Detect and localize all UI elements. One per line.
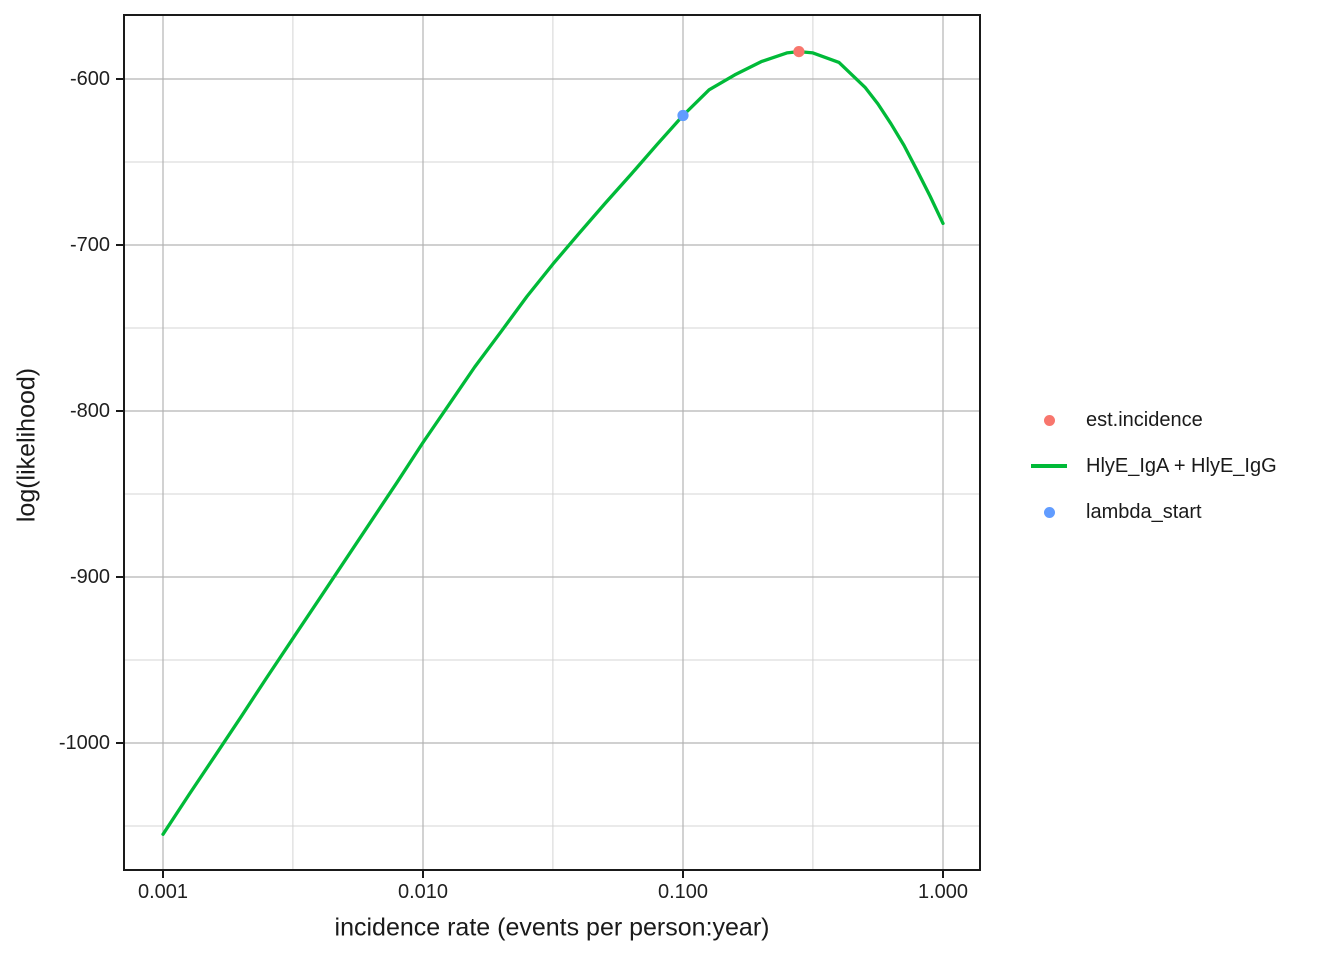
legend: est.incidence HlyE_IgA + HlyE_IgG lambda_s… [1028,397,1277,535]
x-tick-mark [162,871,164,878]
y-tick-mark [116,244,123,246]
y-tick-mark [116,742,123,744]
legend-dot-swatch [1043,506,1055,518]
x-axis-title: incidence rate (events per person:year) [334,913,770,942]
y-axis-title: log(likelihood) [12,367,41,523]
y-tick-mark [116,78,123,80]
est-incidence-point [793,46,805,58]
x-tick-label: 0.001 [137,881,189,903]
x-tick-label: 0.010 [397,881,449,903]
legend-label: lambda_start [1086,500,1202,523]
x-tick-label: 1.000 [917,881,969,903]
y-tick-label: -700 [69,234,110,256]
x-tick-mark [682,871,684,878]
y-tick-mark [116,410,123,412]
legend-item: HlyE_IgA + HlyE_IgG [1028,443,1277,489]
legend-label: HlyE_IgA + HlyE_IgG [1086,454,1277,477]
legend-label: est.incidence [1086,408,1203,431]
x-tick-label: 0.100 [657,881,709,903]
y-tick-label: -1000 [58,732,110,754]
legend-point-key [1028,506,1070,518]
legend-line-key [1028,464,1070,468]
x-tick-mark [422,871,424,878]
legend-line-swatch [1031,464,1067,468]
legend-point-key [1028,414,1070,426]
y-tick-label: -600 [69,68,110,90]
legend-dot-swatch [1043,414,1055,426]
y-tick-mark [116,576,123,578]
legend-item: lambda_start [1028,489,1277,535]
likelihood-curve [161,49,945,836]
legend-item: est.incidence [1028,397,1277,443]
plot-panel [123,14,981,871]
x-tick-mark [942,871,944,878]
y-tick-label: -900 [69,566,110,588]
lambda-start-point [677,109,689,122]
plot-canvas [123,14,981,871]
y-tick-label: -800 [69,400,110,422]
